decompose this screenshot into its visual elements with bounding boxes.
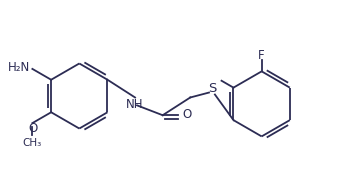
Text: O: O (183, 108, 192, 121)
Text: NH: NH (126, 98, 144, 112)
Text: CH₃: CH₃ (23, 138, 42, 148)
Text: S: S (208, 82, 216, 95)
Text: O: O (29, 122, 38, 135)
Text: F: F (258, 49, 265, 62)
Text: H₂N: H₂N (8, 61, 30, 74)
